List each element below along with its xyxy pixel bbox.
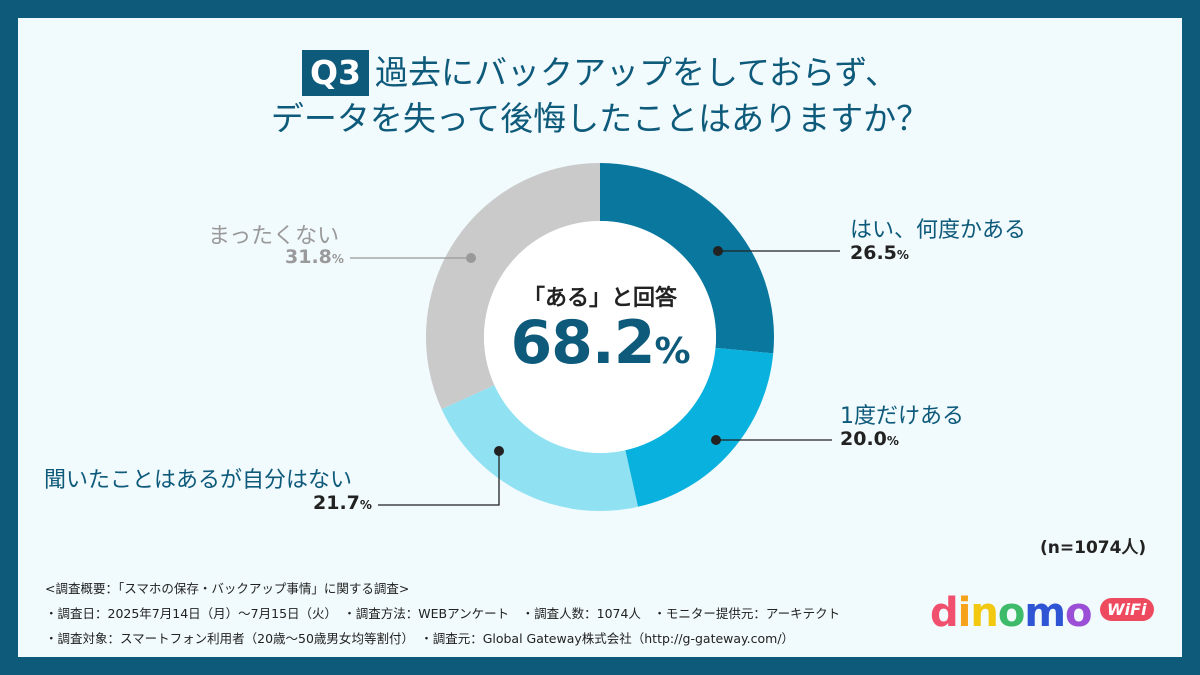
leader-line-2 xyxy=(378,451,500,506)
pct-ichido: 20.0% xyxy=(840,428,899,450)
footer-line-2: ・調査日：2025年7月14日（月）〜7月15日（火） ・調査方法：WEBアンケ… xyxy=(45,606,841,621)
center-caption: 「ある」と回答 xyxy=(522,286,677,311)
pct-unit: % xyxy=(886,434,899,448)
leader-dot-0 xyxy=(713,246,723,256)
pct-unit: % xyxy=(896,248,909,262)
sample-size: (n=1074人) xyxy=(1040,538,1147,558)
title-line-2: データを失って後悔したことはありますか？ xyxy=(270,99,930,138)
label-mattaku: まったくない xyxy=(208,224,340,249)
donut-segment-2 xyxy=(441,385,638,511)
pct-mattaku: 31.8% xyxy=(285,246,344,268)
donut-segment-1 xyxy=(625,347,774,507)
pct-kiita: 21.7% xyxy=(313,492,372,514)
donut-segment-3 xyxy=(426,163,600,410)
leader-dot-1 xyxy=(711,435,721,445)
logo-letter: n xyxy=(970,590,999,636)
donut-hole xyxy=(484,221,716,453)
logo-letter: o xyxy=(1065,590,1093,636)
donut-segment-0 xyxy=(600,163,774,354)
wifi-badge: WiFi xyxy=(1100,598,1154,621)
logo-letter: m xyxy=(1024,590,1066,636)
question-badge: Q3 xyxy=(301,50,369,96)
footer-line-3: ・調査対象：スマートフォン利用者（20歳〜50歳男女均等割付） ・調査元：Glo… xyxy=(45,631,795,646)
pct-value: 21.7 xyxy=(313,492,360,514)
leader-dot-2 xyxy=(494,446,504,456)
center-value: 68.2% xyxy=(450,308,750,378)
dinomo-logo: dinomo xyxy=(930,590,1093,636)
logo-letter: o xyxy=(997,590,1026,636)
title-text-1: 過去にバックアップをしておらず、 xyxy=(374,53,899,92)
center-number: 68.2 xyxy=(510,308,655,378)
logo-letter: d xyxy=(930,590,959,636)
pct-value: 31.8 xyxy=(285,246,332,268)
label-ichido: 1度だけある xyxy=(840,404,964,429)
label-nandoka: はい、何度かある xyxy=(850,218,1027,243)
logo-letter: i xyxy=(957,590,972,636)
pct-nandoka: 26.5% xyxy=(850,242,909,264)
center-unit: % xyxy=(654,331,690,372)
pct-unit: % xyxy=(331,252,344,266)
pct-value: 20.0 xyxy=(840,428,887,450)
title-line-1: Q3 過去にバックアップをしておらず、 xyxy=(0,46,1200,96)
footer-line-1: <調査概要：「スマホの保存・バックアップ事情」に関する調査> xyxy=(45,581,410,596)
leader-dot-3 xyxy=(466,253,476,263)
pct-value: 26.5 xyxy=(850,242,897,264)
label-kiita: 聞いたことはあるが自分はない xyxy=(44,468,353,493)
pct-unit: % xyxy=(359,498,372,512)
